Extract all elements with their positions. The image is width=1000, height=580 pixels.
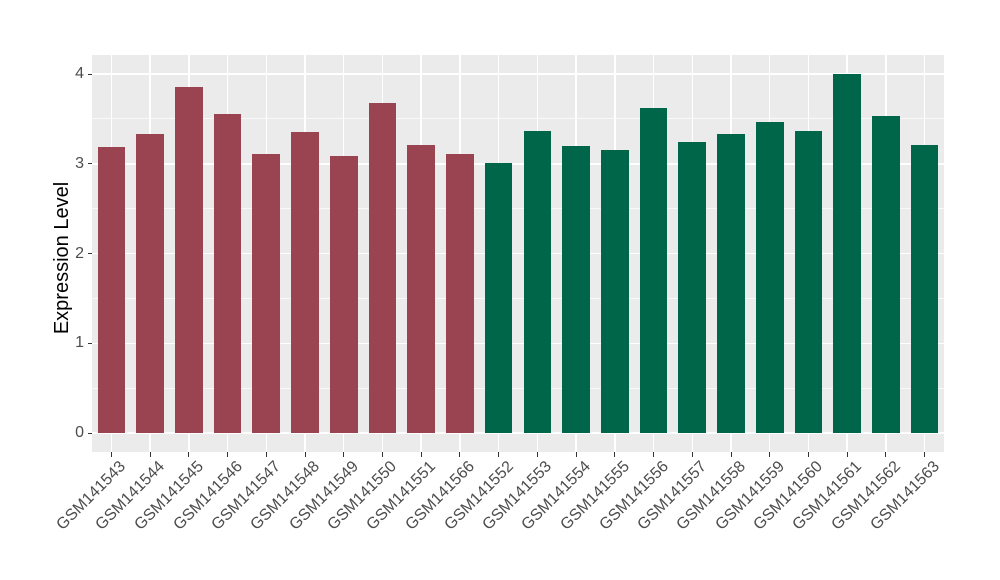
bar-GSM141547 bbox=[252, 153, 281, 433]
bar-GSM141563 bbox=[910, 144, 939, 433]
x-axis-tick-GSM141552 bbox=[498, 452, 500, 457]
y-axis-tick-0 bbox=[87, 432, 92, 434]
x-axis-tick-GSM141549 bbox=[343, 452, 345, 457]
y-axis-tick-2 bbox=[87, 253, 92, 254]
gridline-major-y-0 bbox=[92, 432, 944, 434]
gridline-major-y-3 bbox=[92, 163, 944, 165]
bar-GSM141552 bbox=[484, 162, 513, 433]
x-axis-tick-GSM141546 bbox=[227, 452, 229, 457]
bar-GSM141554 bbox=[562, 145, 590, 433]
bar-GSM141544 bbox=[136, 134, 164, 433]
bar-GSM141556 bbox=[639, 108, 668, 433]
x-axis-tick-GSM141551 bbox=[420, 452, 422, 457]
x-axis-tick-GSM141561 bbox=[846, 452, 848, 457]
y-axis-tick-3 bbox=[87, 163, 92, 165]
plot-panel bbox=[92, 55, 944, 452]
gridline-minor-y-1.5 bbox=[92, 297, 944, 299]
bar-GSM141549 bbox=[329, 155, 358, 433]
x-axis-tick-GSM141547 bbox=[265, 452, 267, 457]
bar-GSM141546 bbox=[213, 114, 242, 433]
y-axis-tick-label-2: 2 bbox=[75, 244, 84, 262]
x-axis-tick-GSM141548 bbox=[304, 452, 306, 457]
x-axis-tick-GSM141556 bbox=[653, 452, 655, 457]
gridline-minor-y-0.5 bbox=[92, 387, 944, 389]
gridline-major-y-2 bbox=[92, 252, 944, 255]
bar-GSM141553 bbox=[523, 130, 552, 433]
x-axis-tick-GSM141545 bbox=[188, 452, 190, 457]
bar-GSM141558 bbox=[717, 134, 745, 433]
x-axis-tick-GSM141554 bbox=[575, 452, 577, 457]
y-axis-tick-1 bbox=[87, 342, 92, 344]
bar-GSM141543 bbox=[97, 146, 126, 433]
bar-GSM141548 bbox=[291, 132, 319, 433]
x-axis-tick-GSM141562 bbox=[885, 452, 887, 457]
bar-GSM141561 bbox=[833, 74, 862, 433]
bar-GSM141551 bbox=[407, 144, 436, 433]
gridline-minor-y-3.5 bbox=[92, 118, 944, 120]
y-axis-tick-label-0: 0 bbox=[75, 424, 84, 441]
bar-GSM141566 bbox=[446, 153, 474, 433]
bar-GSM141557 bbox=[678, 142, 707, 433]
gridline-major-y-1 bbox=[92, 342, 944, 344]
x-axis-tick-GSM141550 bbox=[381, 452, 383, 457]
bar-GSM141559 bbox=[755, 121, 784, 433]
bar-GSM141562 bbox=[872, 116, 900, 433]
bar-GSM141560 bbox=[794, 130, 823, 433]
x-axis-tick-GSM141544 bbox=[149, 452, 151, 457]
gridline-major-y-4 bbox=[92, 73, 944, 75]
bar-GSM141545 bbox=[174, 87, 203, 433]
x-axis-tick-GSM141563 bbox=[924, 452, 926, 457]
y-axis-tick-label-1: 1 bbox=[75, 334, 84, 352]
x-axis-tick-GSM141560 bbox=[807, 452, 809, 457]
x-axis-tick-GSM141559 bbox=[769, 452, 771, 457]
x-axis-tick-GSM141557 bbox=[691, 452, 693, 457]
gridline-minor-y-2.5 bbox=[92, 208, 944, 210]
y-axis-tick-label-3: 3 bbox=[75, 154, 84, 172]
x-axis-tick-GSM141543 bbox=[110, 452, 112, 457]
x-axis-tick-GSM141558 bbox=[730, 452, 732, 457]
y-axis-tick-4 bbox=[87, 73, 92, 75]
bar-GSM141555 bbox=[600, 150, 629, 433]
x-axis-tick-GSM141555 bbox=[614, 452, 616, 457]
y-axis-tick-label-4: 4 bbox=[75, 65, 84, 82]
x-axis-tick-GSM141553 bbox=[536, 452, 538, 457]
bar-GSM141550 bbox=[368, 102, 397, 433]
x-axis-tick-GSM141566 bbox=[459, 452, 461, 457]
